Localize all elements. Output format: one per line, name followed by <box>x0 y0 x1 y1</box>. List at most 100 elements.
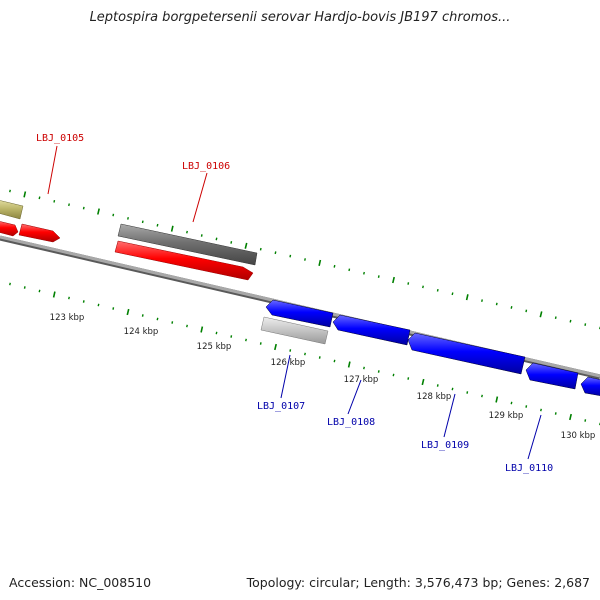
minor-tick <box>38 289 41 293</box>
major-tick <box>465 294 469 301</box>
minor-tick <box>289 254 292 258</box>
minor-tick <box>156 223 159 227</box>
minor-tick <box>348 268 351 272</box>
pseudo-gene-light[interactable] <box>260 316 329 345</box>
minor-tick <box>200 234 203 237</box>
gene-label-lbj-0106[interactable]: LBJ_0106 <box>182 161 230 172</box>
minor-tick <box>554 316 557 320</box>
minor-tick <box>451 292 454 296</box>
major-tick <box>392 276 395 284</box>
gene-label-lbj-0108[interactable]: LBJ_0108 <box>327 417 375 428</box>
gene-label-lbj-0105[interactable]: LBJ_0105 <box>36 133 84 144</box>
gene-reverse-4[interactable] <box>525 362 579 390</box>
minor-tick <box>215 331 218 335</box>
minor-tick <box>540 408 542 412</box>
minor-tick <box>436 288 439 292</box>
major-tick <box>274 343 277 351</box>
minor-tick <box>407 377 410 380</box>
major-tick <box>170 225 174 232</box>
minor-tick <box>259 342 262 345</box>
minor-tick <box>584 419 587 422</box>
major-tick <box>244 242 248 249</box>
minor-tick <box>245 338 247 342</box>
gene-reverse-2[interactable] <box>332 314 411 346</box>
major-tick <box>126 308 130 316</box>
minor-tick <box>141 314 144 317</box>
minor-tick <box>333 264 336 268</box>
accession-text: Accession: NC_008510 <box>9 575 152 590</box>
feature-other-1[interactable] <box>0 200 24 220</box>
scale-label: 128 kbp <box>417 392 452 402</box>
gene-label-lbj-0107[interactable]: LBJ_0107 <box>257 401 305 412</box>
minor-tick <box>377 370 380 373</box>
minor-tick <box>525 309 528 313</box>
minor-tick <box>9 282 11 286</box>
minor-tick <box>215 237 218 241</box>
genome-stats-text: Topology: circular; Length: 3,576,473 bp… <box>246 575 590 590</box>
label-leaders <box>47 145 542 460</box>
pseudo-gene-dark[interactable] <box>117 223 258 266</box>
map-title: Leptospira borgpetersenii serovar Hardjo… <box>89 10 511 25</box>
scale-label: 123 kbp <box>50 313 85 323</box>
minor-tick <box>171 321 174 324</box>
minor-tick <box>127 217 129 220</box>
minor-tick <box>525 405 528 408</box>
minor-tick <box>304 258 306 261</box>
minor-tick <box>259 247 262 251</box>
gene-reverse-1[interactable] <box>265 299 334 328</box>
gene-labels: LBJ_0105 LBJ_0106 LBJ_0107 LBJ_0108 LBJ_… <box>36 133 553 474</box>
scale-label: 125 kbp <box>197 342 232 352</box>
gene-reverse-3[interactable] <box>407 332 526 375</box>
minor-tick <box>274 251 277 255</box>
minor-tick <box>23 286 26 289</box>
minor-tick <box>38 196 41 200</box>
gene-forward-1[interactable] <box>0 221 19 237</box>
minor-tick <box>141 220 144 224</box>
minor-tick <box>230 335 233 338</box>
minor-tick <box>68 296 70 300</box>
minor-tick <box>53 199 56 203</box>
minor-tick <box>112 213 115 217</box>
minor-tick <box>422 285 424 289</box>
minor-tick <box>186 230 188 234</box>
major-tick <box>421 378 425 386</box>
minor-tick <box>186 324 188 328</box>
minor-tick <box>156 317 159 321</box>
major-tick <box>23 191 27 198</box>
minor-tick <box>9 189 11 193</box>
minor-tick <box>510 401 513 405</box>
scale-label: 124 kbp <box>124 327 159 337</box>
minor-tick <box>363 366 365 370</box>
minor-tick <box>82 206 85 210</box>
major-tick <box>200 326 204 333</box>
minor-tick <box>230 241 233 244</box>
gene-reverse-5[interactable] <box>580 376 600 396</box>
minor-tick <box>318 356 321 359</box>
minor-tick <box>481 299 483 302</box>
minor-tick <box>481 394 483 398</box>
major-tick <box>495 396 499 403</box>
minor-tick <box>407 282 410 285</box>
minor-tick <box>436 384 439 387</box>
minor-tick <box>82 300 85 303</box>
minor-tick <box>97 303 100 307</box>
gene-label-lbj-0109[interactable]: LBJ_0109 <box>421 440 469 451</box>
outer-tick-track <box>9 189 600 330</box>
major-tick <box>97 208 100 215</box>
minor-tick <box>377 275 380 278</box>
minor-tick <box>569 319 572 323</box>
gene-forward-2[interactable] <box>18 223 61 243</box>
minor-tick <box>510 306 513 309</box>
major-tick <box>569 413 572 421</box>
gene-forward-3[interactable] <box>114 240 254 281</box>
minor-tick <box>392 373 395 377</box>
minor-tick <box>333 359 336 363</box>
minor-tick <box>495 302 498 306</box>
minor-tick <box>451 387 454 391</box>
gene-label-lbj-0110[interactable]: LBJ_0110 <box>505 463 553 474</box>
minor-tick <box>112 307 115 310</box>
minor-tick <box>363 271 365 275</box>
scale-label: 129 kbp <box>489 411 524 421</box>
minor-tick <box>584 323 587 326</box>
